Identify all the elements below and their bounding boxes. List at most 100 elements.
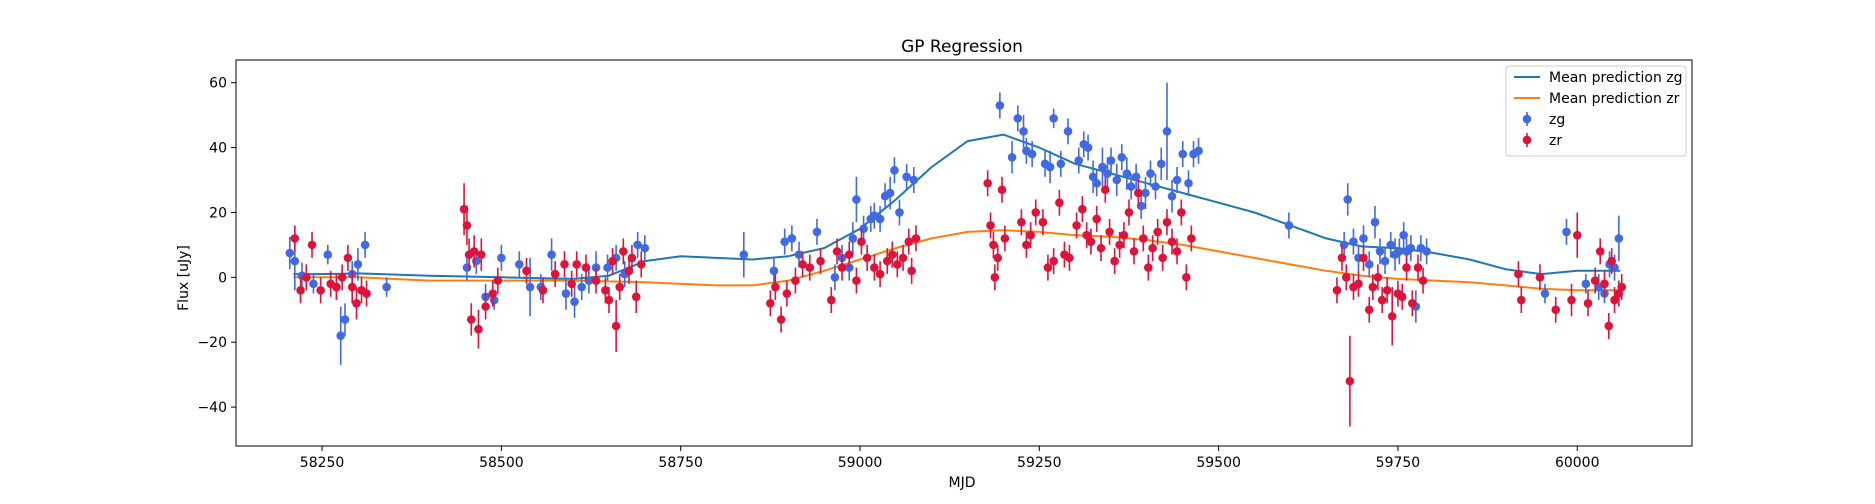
legend-swatch-marker-zg <box>1522 114 1532 124</box>
data-point-zr <box>522 266 531 276</box>
data-point-zg <box>1370 217 1380 227</box>
data-point-zg <box>769 266 779 276</box>
data-point-zr <box>805 263 815 272</box>
data-point-zr <box>837 263 847 272</box>
data-point-zr <box>870 263 879 272</box>
data-point-zr <box>1382 286 1392 295</box>
data-point-zr <box>332 282 341 292</box>
data-point-zg <box>1194 146 1203 156</box>
data-point-zr <box>1590 276 1600 285</box>
data-point-zg <box>1056 159 1066 169</box>
data-point-zr <box>827 295 836 305</box>
data-point-zg <box>577 282 587 292</box>
data-point-zr <box>983 178 992 188</box>
data-point-zr <box>1377 295 1387 305</box>
data-point-zg <box>1106 156 1116 165</box>
data-point-zr <box>1072 221 1081 230</box>
data-point-zg <box>1141 188 1150 198</box>
data-point-zr <box>1092 214 1101 224</box>
data-point-zr <box>296 286 305 295</box>
legend-box <box>1505 65 1687 157</box>
data-point-zr <box>1364 305 1374 315</box>
data-point-zr <box>1110 256 1119 266</box>
data-point-zr <box>1359 253 1368 263</box>
y-tick-label: −40 <box>197 400 227 416</box>
axes-frame <box>235 59 1693 447</box>
data-point-zr <box>343 253 353 263</box>
data-point-zr <box>1567 295 1576 305</box>
data-point-zg <box>1172 175 1182 185</box>
data-point-zg <box>902 172 911 182</box>
data-point-zr <box>488 289 498 298</box>
data-point-zg <box>830 273 840 282</box>
data-point-zr <box>1129 247 1139 256</box>
data-point-zr <box>1038 217 1048 227</box>
data-point-zg <box>1184 178 1193 188</box>
data-point-zr <box>1065 253 1074 263</box>
x-tick-label: 58250 <box>300 455 345 471</box>
data-point-zr <box>301 273 311 282</box>
data-point-zr <box>1078 204 1087 214</box>
data-point-zg <box>1343 195 1353 204</box>
data-point-zr <box>1535 273 1545 282</box>
data-point-zr <box>989 240 998 250</box>
data-layer <box>285 82 1627 427</box>
data-point-zr <box>1177 208 1186 217</box>
y-tick-label: 0 <box>218 270 227 286</box>
data-point-zr <box>892 260 902 269</box>
data-point-zg <box>1395 247 1404 256</box>
data-point-zg <box>382 282 391 292</box>
data-point-zr <box>862 253 872 263</box>
data-point-zr <box>1000 234 1010 243</box>
data-point-zr <box>1373 273 1383 282</box>
data-point-zr <box>337 273 347 282</box>
data-point-zr <box>1583 298 1593 308</box>
data-point-zg <box>1422 247 1431 256</box>
data-point-zr <box>560 260 569 269</box>
data-point-zg <box>794 250 804 259</box>
data-point-zg <box>633 240 642 250</box>
data-point-zr <box>882 256 892 266</box>
plot-area: 58250 58500 58750 59000 59250 59500 59750 60000… <box>197 59 1693 471</box>
data-point-zg <box>875 214 885 224</box>
data-point-zr <box>1600 279 1609 289</box>
data-point-zg <box>1380 256 1390 266</box>
data-point-zr <box>538 286 548 295</box>
data-point-zr <box>307 240 317 250</box>
data-point-zg <box>1117 153 1127 162</box>
data-point-zr <box>1167 237 1177 246</box>
data-point-zg <box>1399 230 1408 240</box>
data-point-zg <box>1092 178 1101 188</box>
data-point-zr <box>1345 376 1355 386</box>
data-point-zr <box>1144 263 1153 272</box>
data-point-zg <box>780 237 789 246</box>
data-point-zg <box>1122 169 1132 178</box>
data-point-zr <box>1604 321 1614 331</box>
data-point-zr <box>1124 208 1134 217</box>
x-tick-label: 59500 <box>1196 455 1241 471</box>
data-point-zg <box>1013 114 1023 123</box>
data-point-zg <box>1178 149 1188 159</box>
data-point-zr <box>990 273 1000 282</box>
data-point-zr <box>1617 282 1627 292</box>
data-point-zg <box>285 248 295 258</box>
data-point-zg <box>323 250 333 259</box>
data-point-zg <box>1386 240 1396 250</box>
data-point-zg <box>1045 162 1055 172</box>
data-point-zg <box>603 263 612 272</box>
data-point-zg <box>1167 191 1177 201</box>
data-point-zg <box>1540 289 1550 298</box>
data-point-zr <box>1096 243 1106 253</box>
data-point-zr <box>1153 227 1162 237</box>
data-point-zr <box>1022 240 1031 250</box>
data-point-zr <box>608 256 617 266</box>
data-point-zr <box>1187 234 1196 243</box>
data-point-zg <box>547 250 556 259</box>
data-point-zg <box>1019 127 1028 136</box>
data-point-zg <box>525 282 535 292</box>
data-point-zg <box>353 260 363 269</box>
y-tick-label: 40 <box>209 141 227 157</box>
data-point-zg <box>1098 162 1107 172</box>
data-point-zr <box>481 302 490 311</box>
data-point-zr <box>290 234 300 243</box>
